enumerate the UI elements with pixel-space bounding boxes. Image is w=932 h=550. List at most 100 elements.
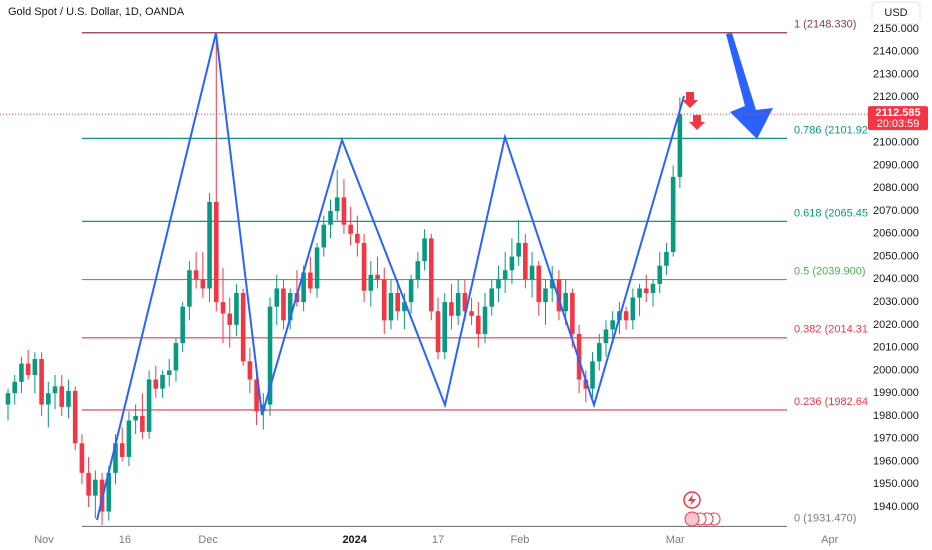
x-tick-label: 16	[119, 534, 131, 546]
candle-body	[637, 288, 642, 298]
event-icon[interactable]	[684, 511, 700, 527]
candle-body	[247, 361, 253, 380]
candle-body	[113, 443, 118, 473]
candle-body	[583, 379, 589, 389]
candle-body	[267, 306, 273, 405]
overlay: 2150.000 2140.000 2130.000 2120.000 2100.000…	[0, 23, 928, 546]
candle-body	[39, 359, 44, 405]
y-tick-label: 1970.000	[873, 433, 919, 445]
candle-body	[388, 293, 394, 321]
y-tick-label: 2040.000	[873, 273, 919, 285]
candle-body	[462, 293, 468, 312]
candle-body	[321, 224, 327, 248]
y-tick-label: 2020.000	[873, 319, 919, 331]
candle-body	[146, 379, 152, 432]
candle-body	[86, 472, 91, 496]
event-icon-bolt	[688, 494, 696, 506]
candle-body	[650, 283, 656, 294]
candle-body	[482, 306, 488, 334]
y-tick-label: 2120.000	[873, 91, 919, 103]
candle-body	[348, 224, 353, 234]
candle-body	[187, 270, 192, 307]
candle-body	[563, 293, 568, 312]
currency-button[interactable]	[871, 1, 921, 25]
candle-body	[180, 306, 185, 344]
fib-level-label: 0.618 (2065.45	[794, 207, 868, 219]
candle-body	[140, 415, 145, 432]
x-tick-label: Mar	[666, 534, 685, 546]
y-tick-label: 1950.000	[873, 478, 919, 490]
candle-body	[509, 256, 515, 271]
candle-body	[220, 302, 226, 314]
y-tick-label: 2080.000	[873, 182, 919, 194]
candle-body	[536, 265, 542, 303]
candle-body	[469, 311, 474, 316]
candle-body	[19, 363, 24, 382]
candle-body	[408, 279, 414, 303]
candle-body	[402, 302, 407, 312]
candle-body	[93, 479, 98, 496]
candle-body	[570, 293, 575, 334]
candle-body	[59, 386, 65, 407]
candle-body	[375, 274, 380, 280]
x-tick-label: Dec	[198, 534, 218, 546]
candle-body	[603, 329, 609, 344]
fib-level-label: 0.236 (1982.64	[794, 396, 868, 408]
x-tick-label: 2024	[342, 534, 367, 546]
candle-body	[529, 265, 535, 280]
y-tick-label: 2100.000	[873, 137, 919, 149]
candle-body	[361, 242, 367, 291]
y-tick-label: 2030.000	[873, 296, 919, 308]
candle-body	[341, 197, 347, 225]
candle-body	[227, 313, 233, 325]
candle-body	[422, 238, 427, 262]
currency-label[interactable]: USD	[884, 7, 907, 19]
candle-body	[556, 279, 562, 312]
y-tick-label: 1960.000	[873, 455, 919, 467]
candle-body	[12, 381, 18, 394]
x-tick-label: 17	[432, 534, 444, 546]
y-tick-label: 1980.000	[873, 410, 919, 422]
candle-body	[314, 247, 320, 289]
candle-body	[133, 415, 138, 421]
candle-body	[590, 361, 595, 389]
y-tick-label: 1940.000	[873, 501, 919, 513]
candle-body	[476, 315, 481, 334]
candles	[5, 32, 683, 526]
candle-body	[435, 311, 441, 353]
candle-body	[207, 201, 212, 289]
candle-body	[623, 311, 629, 321]
candle-body	[516, 242, 521, 257]
last-price-label: 2112.585	[875, 107, 920, 119]
countdown-label: 20:03:59	[877, 118, 920, 130]
candle-body	[496, 279, 501, 289]
candle-body	[308, 272, 313, 289]
candle-body	[664, 252, 669, 266]
candle-body	[489, 288, 495, 307]
y-tick-label: 2050.000	[873, 250, 919, 262]
candle-body	[442, 302, 448, 353]
candle-body	[643, 288, 649, 294]
candle-body	[596, 343, 602, 362]
candle-body	[502, 270, 508, 280]
candle-body	[543, 288, 548, 303]
red-arrow	[689, 115, 705, 130]
candle-body	[610, 320, 615, 330]
candle-body	[670, 176, 676, 253]
candle-body	[328, 211, 333, 225]
fib-level-label: 1 (2148.330)	[794, 19, 856, 31]
candle-body	[119, 443, 125, 457]
candle-body	[234, 293, 239, 325]
candle-body	[449, 302, 454, 316]
blue-arrow	[726, 33, 773, 139]
red-arrow	[682, 92, 698, 108]
y-tick-label: 2150.000	[873, 23, 919, 35]
candle-body	[72, 390, 78, 444]
fib-level-label: 0.382 (2014.31	[794, 324, 868, 336]
fib-retracement: 1 (2148.330) 0.786 (2101.92 0.618 (2065.45…	[82, 19, 868, 528]
zigzag-drawing	[96, 32, 685, 521]
candle-body	[287, 293, 293, 321]
x-tick-label: Apr	[821, 534, 838, 546]
